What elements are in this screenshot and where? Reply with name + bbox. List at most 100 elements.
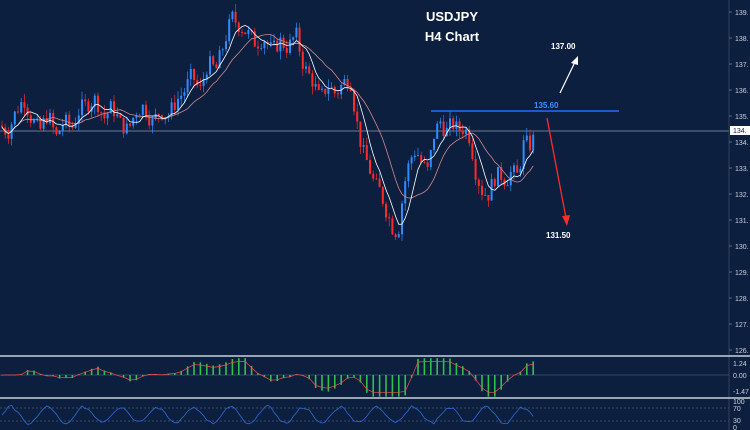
price-tick-label: 127. <box>735 322 749 329</box>
candle-bull <box>305 66 307 69</box>
candle-bear <box>45 118 48 124</box>
candle-bear <box>385 203 387 218</box>
current-price-box <box>730 126 750 135</box>
candle-bear <box>196 80 199 85</box>
candle-bear <box>199 84 202 86</box>
chart-title: USDJPY <box>426 9 478 24</box>
macd-bar <box>378 375 381 397</box>
moving-average-slow <box>1 34 534 199</box>
macd-bar <box>391 375 394 397</box>
candle-bull <box>218 50 221 69</box>
price-tick-label: 130. <box>735 244 749 251</box>
candle-bull <box>189 69 192 80</box>
candle-bull <box>20 102 23 113</box>
macd-bar <box>359 375 362 383</box>
candle-bull <box>177 98 179 110</box>
candle-bear <box>253 31 256 47</box>
candle-bull <box>321 88 323 90</box>
price-tick-label: 134. <box>735 140 749 147</box>
candle-bull <box>13 111 16 125</box>
candle-bear <box>52 112 55 128</box>
price-tick-label: 128. <box>735 296 749 303</box>
candle-bear <box>452 118 455 130</box>
candle-bear <box>17 111 19 113</box>
macd-bar <box>46 375 48 377</box>
candle-bear <box>420 155 423 163</box>
macd-bar <box>33 370 35 375</box>
candle-bull <box>327 87 330 94</box>
oscillator-tick-label: 100 <box>733 399 745 406</box>
candle-bear <box>477 179 480 186</box>
candle-bear <box>365 145 368 161</box>
candle-bear <box>529 135 531 151</box>
macd-signal-line <box>2 361 534 393</box>
candle-bull <box>292 37 295 40</box>
candle-bear <box>87 101 90 112</box>
down-arrow-icon <box>546 117 567 219</box>
candle-bull <box>209 56 211 75</box>
candle-bear <box>215 64 218 69</box>
oscillator-tick-label: 30 <box>733 418 741 425</box>
macd-tick-label: 0.00 <box>733 373 747 380</box>
current-price-label: 134. <box>733 128 747 135</box>
macd-bar <box>321 375 323 391</box>
candle-bear <box>26 107 29 116</box>
candle-bear <box>119 114 122 118</box>
macd-bar <box>58 375 61 379</box>
macd-bar <box>270 375 272 382</box>
moving-average-fast <box>1 24 534 225</box>
candle-bear <box>359 121 362 147</box>
candle-bull <box>33 120 35 123</box>
macd-bar <box>263 375 266 378</box>
candle-bear <box>468 129 471 144</box>
macd-tick-label: -1.47 <box>733 389 749 396</box>
macd-bar <box>430 358 432 375</box>
macd-bar <box>366 375 368 393</box>
candle-bull <box>490 179 493 201</box>
candle-bull <box>151 118 154 126</box>
macd-bar <box>257 373 259 375</box>
candle-bull <box>93 95 96 107</box>
macd-bar <box>90 368 93 375</box>
candle-bear <box>493 179 496 187</box>
candle-bear <box>388 217 391 219</box>
candle-bear <box>84 99 87 102</box>
macd-bar <box>71 375 74 378</box>
candle-bull <box>260 48 263 50</box>
candle-bull <box>279 37 282 52</box>
macd-bar <box>180 370 182 375</box>
price-axis: 139. 138. 137. 136. 135. 134. 133. 132. 131. 130.… <box>728 0 750 430</box>
macd-bar <box>218 364 221 375</box>
macd-bar <box>506 375 509 382</box>
candle-bull <box>228 19 231 42</box>
candle-bull <box>42 118 45 129</box>
target-down-label: 131.50 <box>546 231 571 240</box>
candle-bull <box>497 166 499 187</box>
candle-bear <box>337 93 339 95</box>
candle-bull <box>135 115 138 118</box>
price-ticks: 139. 138. 137. 136. 135. 134. 133. 132. 131. 130.… <box>729 10 749 355</box>
candle-bear <box>145 104 147 117</box>
candle-bull <box>343 78 346 86</box>
candle-bull <box>404 181 407 204</box>
candle-bear <box>212 56 215 65</box>
macd-bar <box>122 375 125 378</box>
candle-bear <box>317 84 320 90</box>
macd-bar <box>135 375 138 381</box>
candle-bear <box>378 178 381 188</box>
candle-bear <box>324 88 327 94</box>
macd-bar <box>353 375 355 378</box>
candle-bull <box>61 124 64 131</box>
candle-bear <box>193 69 195 81</box>
macd-bar <box>103 370 106 375</box>
candle-bear <box>103 112 106 119</box>
price-tick-label: 131. <box>735 218 749 225</box>
candle-bear <box>474 158 477 180</box>
macd-bar <box>110 372 112 375</box>
candle-bear <box>97 95 99 113</box>
macd-bar <box>532 361 534 375</box>
candle-bear <box>461 131 464 134</box>
up-arrow-icon <box>559 61 576 94</box>
macd-bar <box>276 375 278 382</box>
